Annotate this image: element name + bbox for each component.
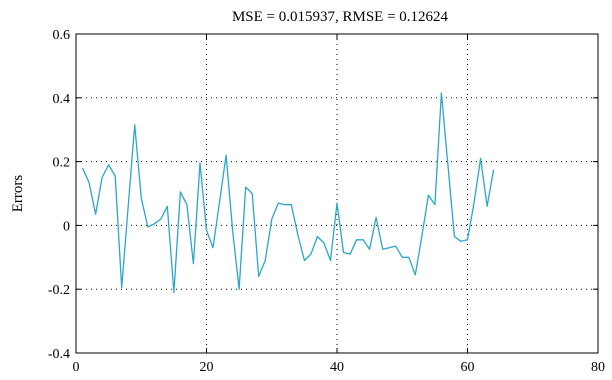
x-tick-label: 60: [461, 360, 475, 375]
error-series-line: [81, 92, 495, 294]
x-tick-label: 40: [330, 360, 344, 375]
x-tick-label: 80: [591, 360, 605, 375]
y-tick-label: -0.4: [48, 347, 70, 362]
series-layer: [81, 92, 495, 294]
axis-ticks: 0 20 40 60 80 -0.4 -0.2 0 0.2 0.4 0.6: [48, 28, 605, 375]
x-tick-label: 0: [73, 360, 80, 375]
y-tick-label: 0.4: [53, 92, 71, 107]
y-tick-label: 0.2: [53, 156, 71, 171]
y-tick-label: 0.6: [53, 28, 71, 43]
y-tick-label: -0.2: [48, 283, 70, 298]
y-tick-label: 0: [63, 219, 70, 234]
y-axis-label: Errors: [10, 175, 26, 213]
plot-frame: [75, 33, 599, 354]
x-tick-label: 20: [200, 360, 214, 375]
grid-lines: [76, 34, 598, 353]
chart-title: MSE = 0.015937, RMSE = 0.12624: [232, 9, 449, 25]
